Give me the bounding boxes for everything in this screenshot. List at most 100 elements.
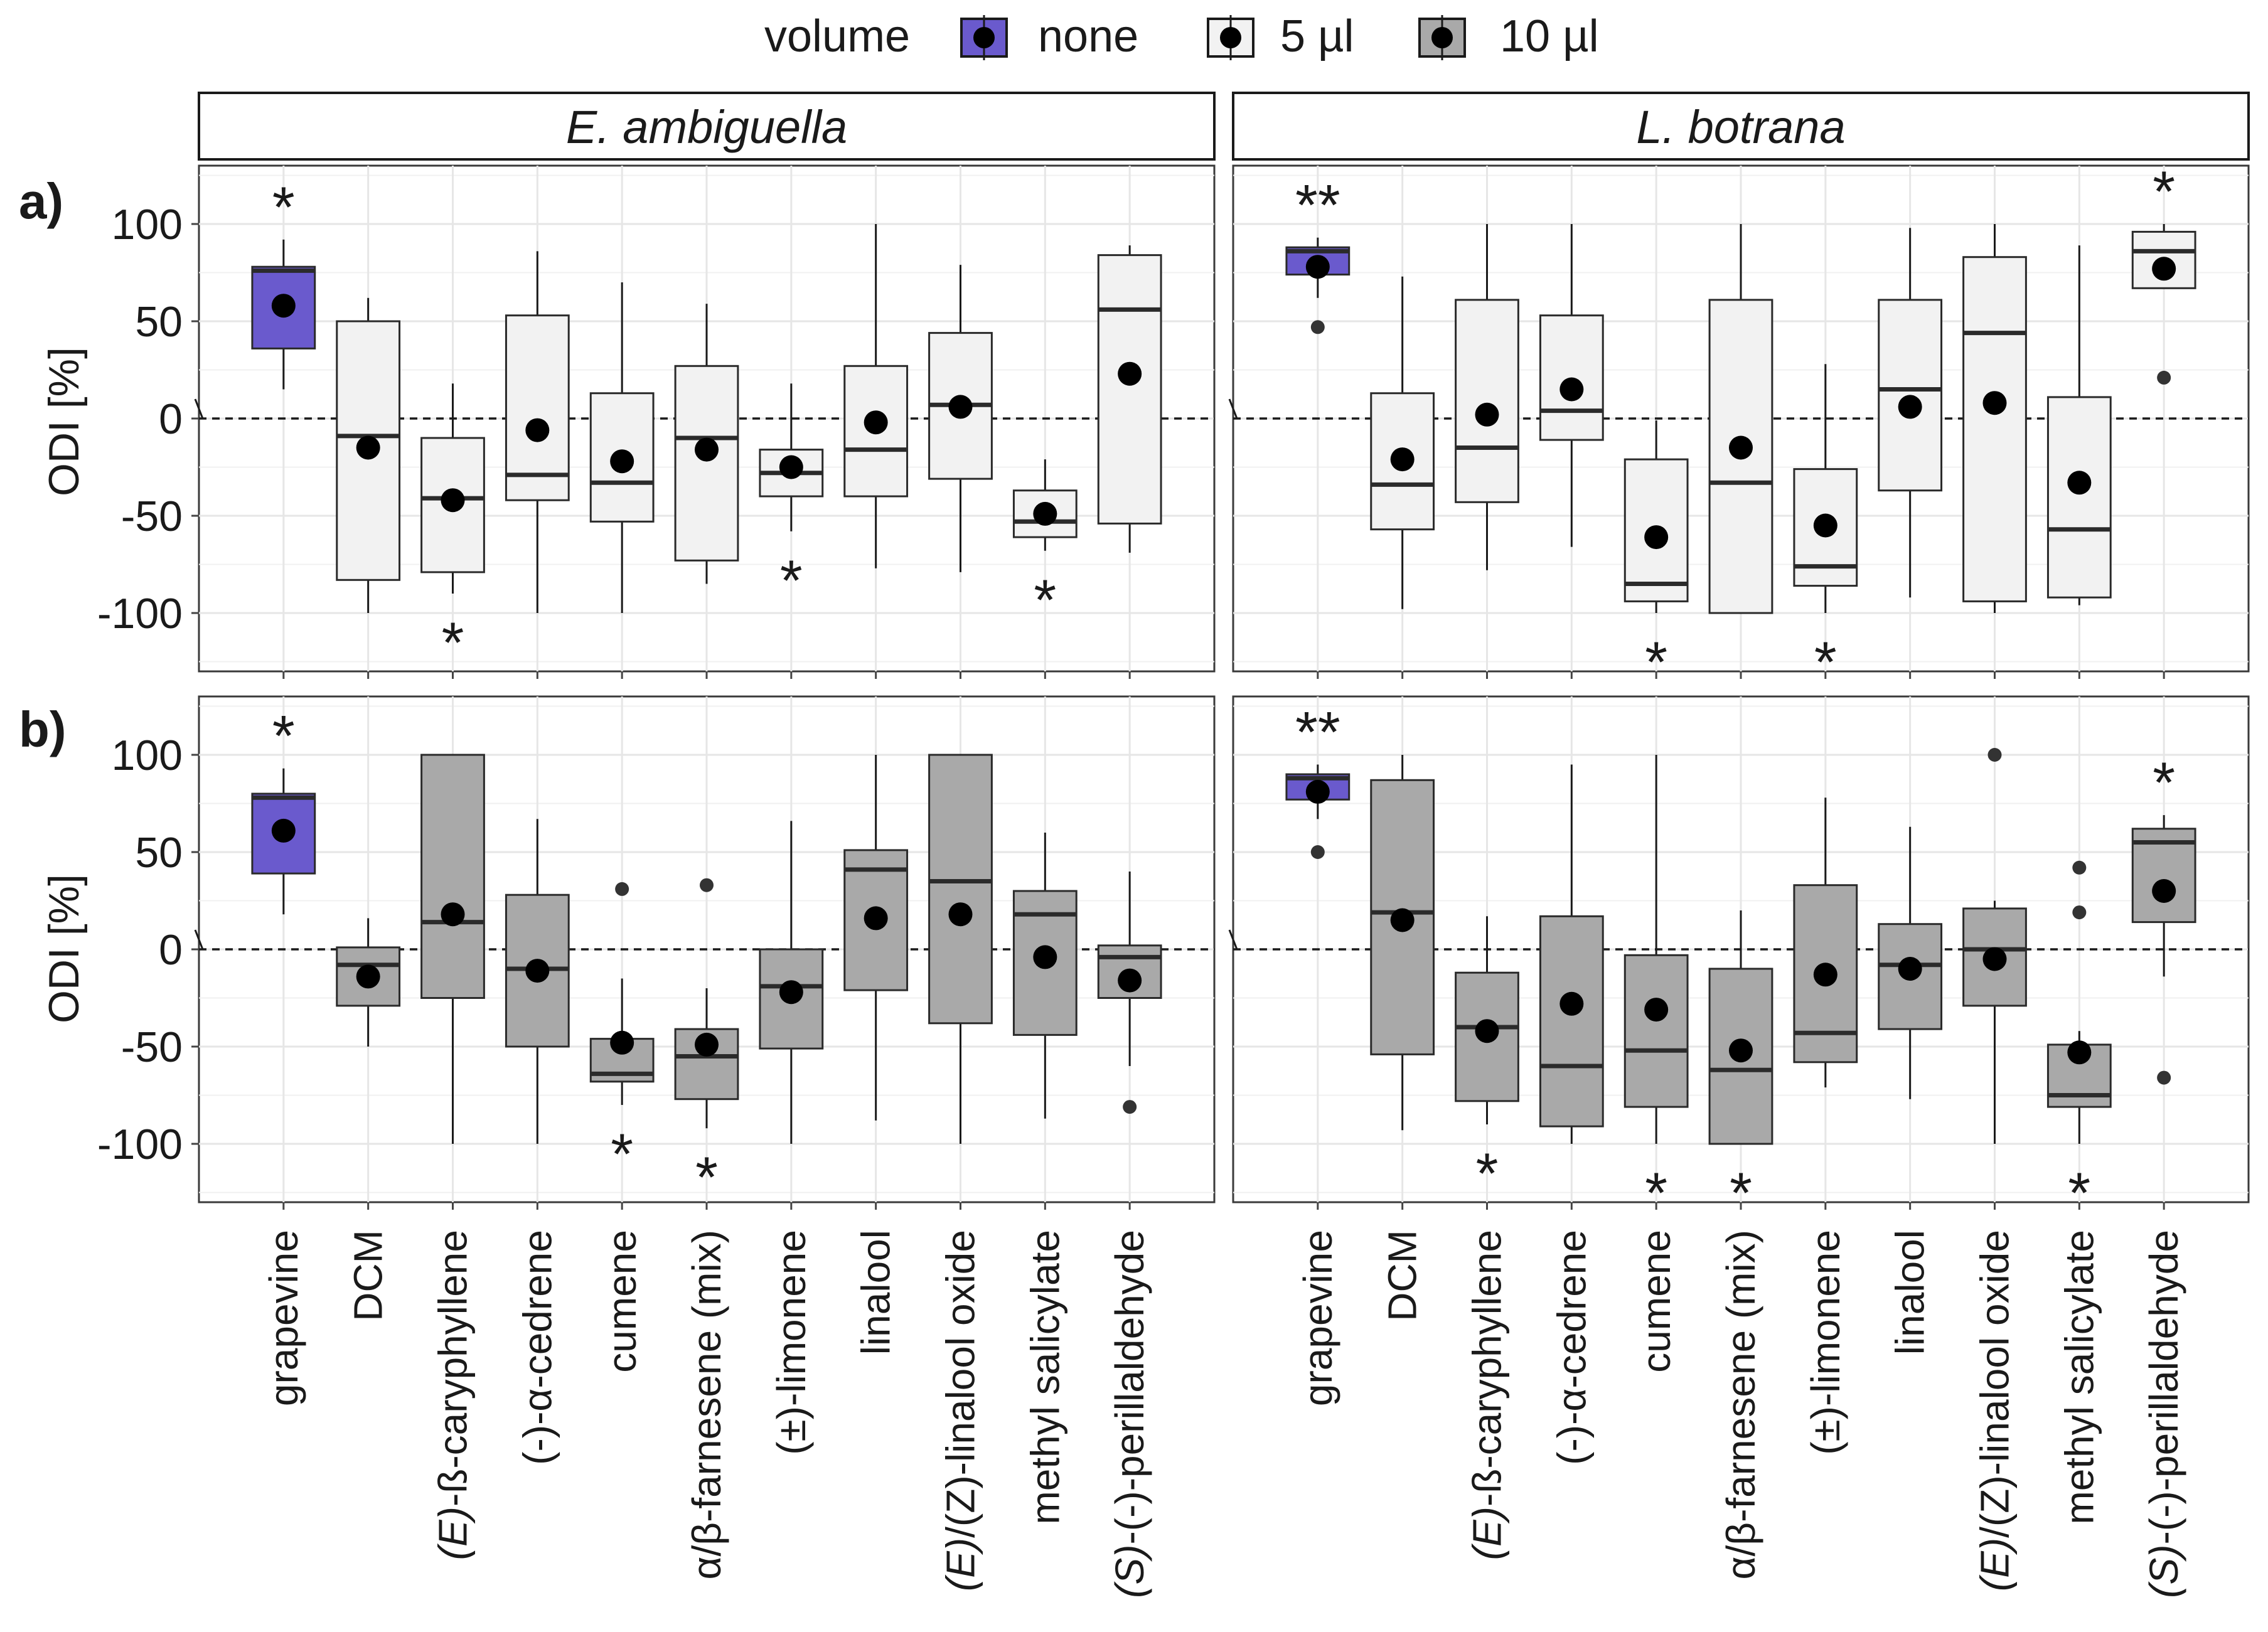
box-cumene: * bbox=[1623, 420, 1689, 695]
mean-point bbox=[1898, 957, 1922, 981]
mean-point bbox=[695, 437, 719, 462]
legend-label-10ul: 10 µl bbox=[1500, 11, 1599, 61]
box-methyl-salicylate: * bbox=[2046, 860, 2112, 1225]
significance-label: * bbox=[611, 1123, 633, 1187]
mean-point bbox=[1982, 947, 2007, 971]
axis-break-mark bbox=[1228, 929, 1238, 950]
significance-label: * bbox=[1730, 1161, 1752, 1225]
x-category-label: (-)-α-cedrene bbox=[515, 1230, 560, 1465]
mean-point bbox=[1305, 255, 1330, 279]
x-category-label: grapevine bbox=[261, 1230, 306, 1406]
box-methyl-salicylate: * bbox=[1012, 459, 1078, 632]
mean-point bbox=[1729, 1038, 1753, 1063]
mean-point bbox=[525, 959, 550, 983]
x-category-label: (E)-ß-caryphyllene bbox=[431, 1230, 476, 1560]
mean-point bbox=[1033, 501, 1057, 526]
y-tick-label: -50 bbox=[121, 493, 183, 540]
mean-point bbox=[948, 902, 973, 927]
significance-label: * bbox=[695, 1146, 718, 1210]
significance-label: * bbox=[1645, 631, 1667, 695]
mean-point bbox=[2152, 879, 2176, 903]
mean-point bbox=[864, 410, 888, 435]
y-tick-label: -100 bbox=[97, 590, 183, 637]
box--e-caryphyllene: * bbox=[420, 383, 485, 675]
mean-point bbox=[271, 294, 296, 318]
box--e-caryphyllene bbox=[420, 754, 485, 1144]
y-axis-title-b: ODI [%] bbox=[40, 874, 88, 1023]
mean-point bbox=[779, 455, 803, 479]
x-category-label: (E)/(Z)-linalool oxide bbox=[1972, 1230, 2018, 1591]
x-category-label: cumene bbox=[599, 1230, 645, 1373]
x-category-label: methyl salicylate bbox=[2057, 1230, 2102, 1525]
mean-point bbox=[2067, 1040, 2092, 1065]
mean-point bbox=[610, 449, 634, 474]
strip-title-botrana: L. botrana bbox=[1636, 101, 1845, 153]
box-iqr bbox=[1708, 299, 1773, 614]
mean-point bbox=[1644, 525, 1669, 550]
mean-point bbox=[1559, 377, 1584, 402]
box-dcm bbox=[1370, 276, 1435, 609]
box-iqr bbox=[674, 365, 739, 562]
box--s-perillaldehyde: * bbox=[2131, 160, 2196, 385]
x-category-label: DCM bbox=[346, 1230, 391, 1321]
y-tick-label: 50 bbox=[135, 298, 183, 346]
box-linalool bbox=[1878, 228, 1943, 598]
box--s-perillaldehyde: * bbox=[2131, 751, 2196, 1085]
box--e-z-linalool-oxide bbox=[928, 265, 993, 572]
box-iqr bbox=[1962, 256, 2027, 602]
x-category-label: (±)-limonene bbox=[1803, 1230, 1848, 1455]
mean-point bbox=[441, 902, 465, 927]
mean-point bbox=[356, 964, 380, 989]
row-label-b: b) bbox=[19, 701, 67, 757]
box--s-perillaldehyde bbox=[1097, 245, 1162, 553]
box-linalool bbox=[1878, 826, 1943, 1099]
significance-label: * bbox=[272, 705, 295, 769]
legend-label-5ul: 5 µl bbox=[1280, 11, 1354, 61]
mean-point bbox=[1729, 435, 1753, 460]
y-tick-label: 100 bbox=[112, 201, 183, 248]
outlier-point bbox=[2072, 905, 2087, 920]
mean-point bbox=[1390, 447, 1415, 472]
mean-point bbox=[2067, 471, 2092, 495]
mean-point bbox=[1813, 513, 1837, 538]
mean-point bbox=[1475, 402, 1499, 427]
x-axis-labels: grapevine DCM (E)-ß-caryphyllene (-)-α-cedr… bbox=[261, 1230, 2186, 1598]
x-category-label: (E)-ß-caryphyllene bbox=[1465, 1230, 1510, 1560]
significance-label: * bbox=[272, 176, 295, 240]
box-iqr bbox=[420, 754, 485, 999]
x-category-label: cumene bbox=[1634, 1230, 1679, 1373]
box-iqr bbox=[336, 946, 401, 1007]
box-grapevine: * bbox=[251, 176, 316, 390]
significance-label: * bbox=[2153, 751, 2175, 815]
box-linalool bbox=[843, 224, 909, 568]
box--cedrene bbox=[1539, 764, 1604, 1144]
box--farnesene-mix- bbox=[674, 304, 739, 584]
mean-point bbox=[1813, 963, 1837, 987]
box--e-z-linalool-oxide bbox=[1962, 748, 2027, 1144]
x-category-label: (±)-limonene bbox=[769, 1230, 814, 1455]
box--cedrene bbox=[505, 819, 570, 1144]
x-category-label: linalool bbox=[1888, 1230, 1933, 1355]
box-iqr bbox=[1623, 954, 1689, 1108]
strip-title-ambiguella: E. ambiguella bbox=[566, 101, 847, 153]
significance-label: * bbox=[780, 549, 803, 613]
box--s-perillaldehyde bbox=[1097, 872, 1162, 1114]
y-tick-label: -50 bbox=[121, 1023, 183, 1071]
strip-botrana bbox=[1232, 92, 2250, 161]
significance-label: * bbox=[2068, 1161, 2090, 1225]
box-linalool bbox=[843, 755, 909, 1121]
mean-point bbox=[1033, 945, 1057, 969]
box--e-caryphyllene bbox=[1455, 224, 1519, 570]
panel-b-ambiguella: 100 50 0 -50 -100 * * * bbox=[97, 695, 1216, 1210]
significance-label: * bbox=[1476, 1142, 1499, 1206]
outlier-point bbox=[1310, 845, 1325, 859]
box--e-caryphyllene: * bbox=[1455, 916, 1519, 1206]
box-grapevine: * bbox=[251, 705, 316, 915]
box--limonene bbox=[1793, 797, 1858, 1088]
box--farnesene-mix-: * bbox=[674, 878, 739, 1210]
mean-point bbox=[864, 906, 888, 931]
box-dcm bbox=[336, 297, 401, 613]
axis-break-mark bbox=[194, 929, 204, 950]
outlier-point bbox=[2157, 370, 2171, 385]
